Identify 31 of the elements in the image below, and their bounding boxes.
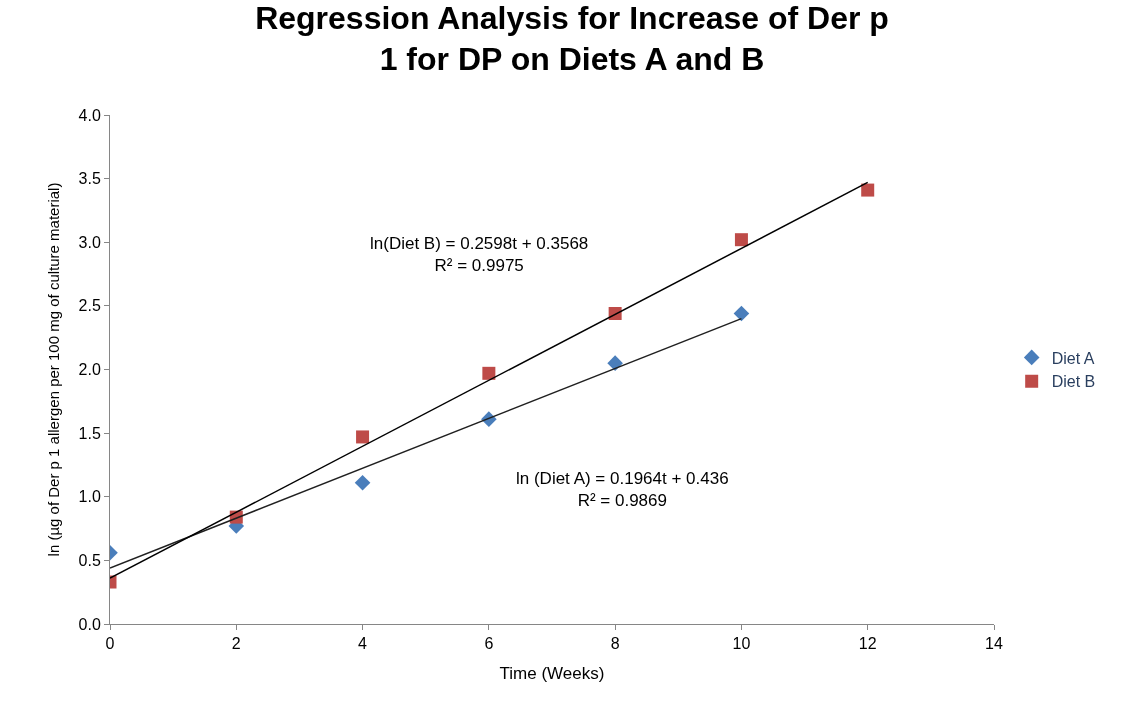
y-tick-label: 3.0	[78, 233, 101, 251]
y-tick-label: 1.0	[78, 488, 101, 506]
legend-label: Diet A	[1051, 349, 1095, 367]
y-tick-label: 3.5	[78, 170, 101, 188]
annotation: ln (Diet A) = 0.1964t + 0.436 R² = 0.9869	[516, 469, 729, 511]
point	[861, 183, 875, 197]
y-tick-label: 2.5	[78, 297, 101, 315]
legend-label: Diet B	[1051, 373, 1096, 391]
point	[354, 474, 371, 491]
chart-title: Regression Analysis for Increase of Der p 1 for DP on Diets A and B	[255, 0, 889, 78]
y-tick-label: 0.5	[78, 551, 101, 569]
x-tick-label: 2	[231, 635, 241, 653]
x-tick-label: 10	[732, 635, 751, 653]
y-axis-title: ln (µg of Der p 1 allergen per 100 mg of culture material)	[44, 182, 62, 557]
x-axis-title: Time (Weeks)	[499, 663, 605, 683]
y-tick-label: 0.0	[78, 615, 101, 633]
x-tick-label: 14	[985, 635, 1003, 653]
point	[356, 430, 370, 444]
y-tick-label: 1.5	[78, 424, 101, 442]
point	[482, 366, 496, 380]
x-tick-label: 6	[484, 635, 494, 653]
x-tick-label: 12	[858, 635, 877, 653]
point	[607, 355, 623, 371]
point	[734, 233, 748, 247]
x-tick-label: 8	[610, 635, 620, 653]
annotation: ln(Diet B) = 0.2598t + 0.3568 R² = 0.9975	[370, 234, 589, 276]
x-tick-label: 4	[358, 635, 368, 653]
y-tick-label: 2.0	[78, 361, 101, 379]
y-tick-label: 4.0	[78, 106, 101, 124]
point	[733, 305, 750, 322]
x-tick-label: 0	[105, 635, 115, 653]
